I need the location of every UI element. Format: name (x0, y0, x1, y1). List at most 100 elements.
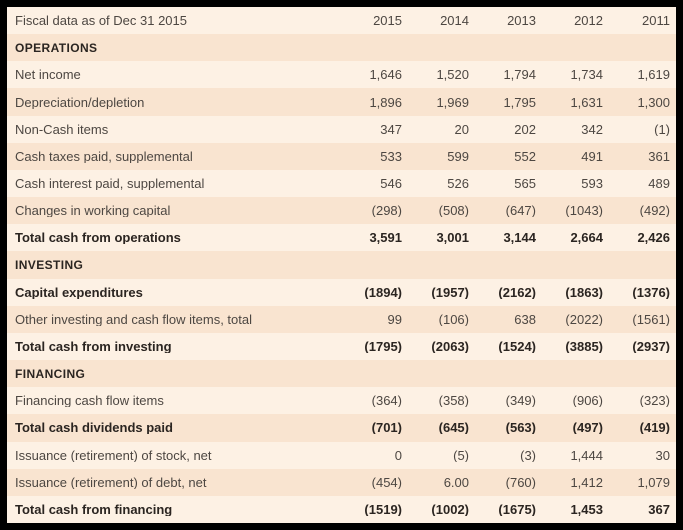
row-value: 489 (648, 177, 670, 191)
row-value: (1002) (431, 502, 469, 516)
row-value: (1957) (431, 285, 469, 299)
row-value: (701) (371, 421, 402, 435)
row-value: (563) (505, 421, 536, 435)
row-value: (2022) (565, 312, 603, 326)
row-value: 638 (514, 312, 536, 326)
row-label: Financing cash flow items (15, 394, 164, 408)
table-row: Changes in working capital (298) (508) (647… (7, 197, 676, 225)
row-label: Changes in working capital (15, 204, 171, 218)
row-value: (358) (438, 394, 469, 408)
row-value: 552 (514, 149, 536, 163)
row-label: Issuance (retirement) of stock, net (15, 448, 212, 462)
row-value: 491 (581, 149, 603, 163)
row-value: 3,144 (503, 231, 536, 245)
row-label: Issuance (retirement) of debt, net (15, 475, 207, 489)
column-header-2015: 2015 (373, 14, 402, 28)
section-header-financing: FINANCING (7, 360, 676, 388)
row-value: 593 (581, 177, 603, 191)
table-row: Cash taxes paid, supplemental 533 599 552 49… (7, 142, 676, 170)
table-row: Total cash from investing (1795) (2063) (15… (7, 332, 676, 361)
row-value: (760) (505, 475, 536, 489)
row-value: 599 (447, 149, 469, 163)
table-row: Cash interest paid, supplemental 546 526 56… (7, 169, 676, 198)
fiscal-data-table: Fiscal data as of Dec 31 2015 2015 2014 … (7, 7, 676, 523)
row-value: 361 (648, 149, 670, 163)
row-label: Depreciation/depletion (15, 95, 145, 109)
row-value: (1561) (632, 312, 670, 326)
table-header-row: Fiscal data as of Dec 31 2015 2015 2014 … (7, 7, 676, 35)
row-value: 1,453 (570, 502, 603, 516)
section-title: INVESTING (15, 258, 84, 271)
table-row: Financing cash flow items (364) (358) (349)… (7, 387, 676, 415)
section-header-investing: INVESTING (7, 251, 676, 279)
row-label: Cash taxes paid, supplemental (15, 149, 193, 163)
row-value: 1,646 (369, 68, 402, 82)
row-value: (1043) (565, 204, 603, 218)
row-value: 347 (380, 122, 402, 136)
row-value: 3,591 (369, 231, 402, 245)
row-value: (1894) (364, 285, 402, 299)
row-value: 1,300 (637, 95, 670, 109)
section-header-operations: OPERATIONS (7, 34, 676, 62)
column-header-2013: 2013 (507, 14, 536, 28)
table-row: Net income 1,646 1,520 1,794 1,734 1,619 (7, 61, 676, 89)
row-value: (1795) (364, 339, 402, 353)
row-value: (645) (438, 421, 469, 435)
row-value: 2,664 (570, 231, 603, 245)
row-value: 565 (514, 177, 536, 191)
row-value: 1,412 (570, 475, 603, 489)
row-value: (323) (639, 394, 670, 408)
row-value: 3,001 (436, 231, 469, 245)
row-value: (364) (371, 394, 402, 408)
row-value: (1863) (565, 285, 603, 299)
row-value: (3885) (565, 339, 603, 353)
section-title: OPERATIONS (15, 41, 98, 54)
row-value: 342 (581, 122, 603, 136)
column-header-2011: 2011 (642, 14, 670, 28)
row-value: (1) (654, 122, 670, 136)
column-header-2014: 2014 (440, 14, 469, 28)
row-value: (1675) (498, 502, 536, 516)
row-label: Total cash from investing (15, 339, 172, 353)
table-row: Other investing and cash flow items, tot… (7, 305, 676, 333)
row-label: Capital expenditures (15, 285, 143, 299)
row-value: (1376) (632, 285, 670, 299)
row-value: 1,079 (637, 475, 670, 489)
row-value: (647) (505, 204, 536, 218)
row-value: (106) (438, 312, 469, 326)
row-label: Total cash dividends paid (15, 421, 173, 435)
row-value: (1519) (364, 502, 402, 516)
row-value: (298) (371, 204, 402, 218)
row-value: (1524) (498, 339, 536, 353)
row-value: (508) (438, 204, 469, 218)
row-value: 1,794 (503, 68, 536, 82)
row-value: 546 (380, 177, 402, 191)
row-value: (492) (639, 204, 670, 218)
row-label: Cash interest paid, supplemental (15, 177, 205, 191)
table-row: Issuance (retirement) of stock, net 0 (5) (… (7, 441, 676, 469)
row-value: (3) (520, 448, 536, 462)
row-value: (2063) (431, 339, 469, 353)
table-row: Issuance (retirement) of debt, net (454) 6… (7, 468, 676, 496)
row-value: 367 (648, 502, 670, 516)
row-label: Total cash from operations (15, 231, 181, 245)
table-row: Capital expenditures (1894) (1957) (2162) (1… (7, 278, 676, 306)
row-value: 20 (454, 122, 469, 136)
row-value: 1,444 (570, 448, 603, 462)
row-label: Net income (15, 68, 81, 82)
row-value: (497) (572, 421, 603, 435)
table-row: Non-Cash items 347 20 202 342 (1) (7, 115, 676, 143)
row-value: 2,426 (637, 231, 670, 245)
row-value: 533 (380, 149, 402, 163)
row-value: (2162) (498, 285, 536, 299)
row-value: 1,969 (436, 95, 469, 109)
row-value: 1,734 (570, 68, 603, 82)
row-value: 202 (514, 122, 536, 136)
row-value: 99 (387, 312, 402, 326)
row-value: (2937) (632, 339, 670, 353)
table-row: Total cash from operations 3,591 3,001 3,14… (7, 224, 676, 252)
row-value: (906) (572, 394, 603, 408)
row-label: Other investing and cash flow items, tot… (15, 312, 253, 326)
table-title: Fiscal data as of Dec 31 2015 (15, 14, 187, 28)
row-value: (349) (505, 394, 536, 408)
